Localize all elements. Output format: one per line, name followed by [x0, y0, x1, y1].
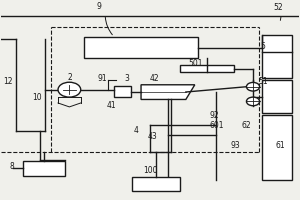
Text: 2: 2: [68, 73, 73, 82]
Text: 61: 61: [275, 141, 285, 150]
Text: 91: 91: [97, 74, 107, 83]
Bar: [132, 177, 180, 191]
Text: 9: 9: [97, 2, 102, 11]
Text: 3: 3: [124, 74, 130, 83]
Text: 501: 501: [189, 59, 203, 68]
Text: 51: 51: [258, 77, 268, 86]
Bar: [262, 35, 292, 78]
Bar: [262, 115, 292, 180]
Text: 8: 8: [10, 162, 14, 171]
Text: 62: 62: [241, 121, 251, 130]
Text: 92: 92: [210, 111, 219, 120]
Text: 5: 5: [260, 42, 266, 51]
Text: 43: 43: [148, 132, 158, 141]
Bar: [114, 86, 130, 97]
Text: 12: 12: [4, 77, 13, 86]
Bar: [180, 65, 234, 72]
Text: 601: 601: [210, 121, 224, 130]
Text: 100: 100: [143, 166, 157, 175]
Text: 41: 41: [106, 101, 116, 110]
Circle shape: [247, 97, 260, 106]
Bar: [262, 80, 292, 113]
Polygon shape: [141, 85, 195, 99]
Circle shape: [247, 82, 260, 91]
Text: 10: 10: [32, 93, 41, 102]
Text: 4: 4: [134, 126, 139, 135]
Text: 52: 52: [273, 3, 283, 12]
Text: 42: 42: [150, 74, 160, 83]
Bar: [84, 37, 198, 58]
Bar: [23, 161, 65, 176]
Text: 93: 93: [231, 141, 240, 150]
Circle shape: [58, 82, 81, 97]
